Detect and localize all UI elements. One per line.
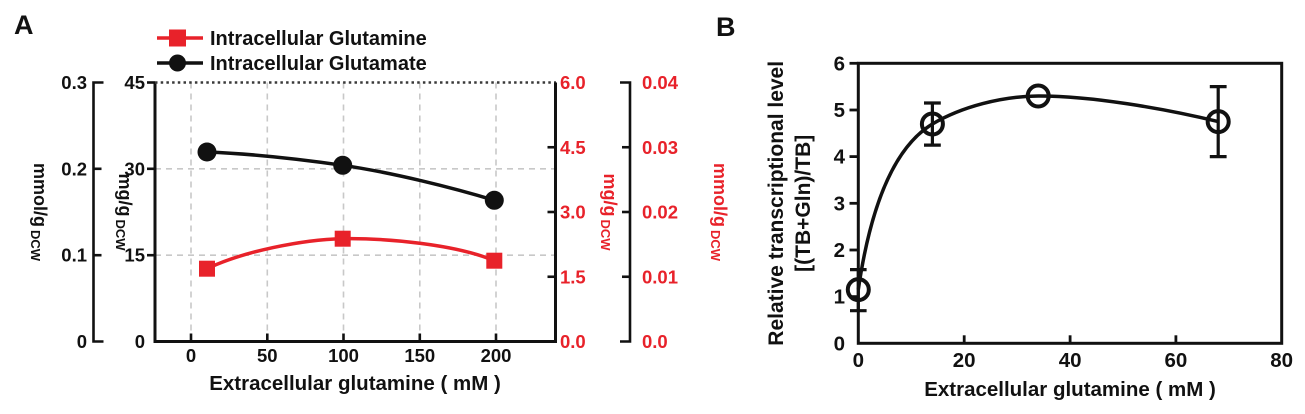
panel-a-axis-right-outer: 0.04 0.03 0.02 0.01 0.0 mmol/g DCW (620, 72, 730, 352)
axis-unit: mmol/g (710, 163, 730, 227)
axis-unit-sub: DCW (598, 219, 613, 251)
tick-label: 0.0 (642, 331, 668, 352)
tick-label: 20 (953, 349, 976, 372)
tick-label: 200 (481, 345, 512, 366)
tick-label: 0.03 (642, 137, 678, 158)
tick-label: 1.5 (560, 266, 586, 287)
panel-b-fit-curve (856, 94, 1219, 290)
series-intracellular-glutamine (199, 230, 503, 277)
tick-label: 50 (257, 345, 278, 366)
axis-unit-sub: DCW (708, 230, 723, 262)
legend-glutamine-square-icon (169, 29, 186, 47)
tick-label: 0.04 (642, 72, 679, 93)
tick-label: 4 (834, 146, 846, 169)
tick-label: 3 (834, 192, 845, 215)
tick-label: 3.0 (560, 202, 586, 223)
tick-label: 0 (77, 331, 87, 352)
panel-b-axis-bottom: 0 20 40 60 80 Extracellular glutamine ( … (853, 335, 1293, 401)
tick-label: 80 (1270, 349, 1293, 372)
tick-label: 60 (1164, 349, 1187, 372)
panel-b-error-bars (850, 84, 1227, 313)
tick-label: 0 (853, 349, 864, 372)
panel-a: A Intracellular Glutamine Intracellular … (14, 10, 730, 395)
tick-label: 2 (834, 239, 845, 262)
axis-right-outer-title: mmol/g DCW (708, 163, 730, 262)
axis-unit: mg/g (600, 173, 620, 216)
error-bar-0mM (850, 268, 867, 313)
tick-label: 0 (135, 331, 145, 352)
panel-a-axis-bottom: 0 50 100 150 200 Extracellular glutamine… (186, 333, 512, 395)
tick-label: 5 (834, 99, 845, 122)
panel-a-axis-right-inner: 6.0 4.5 3.0 1.5 0.0 mg/g DCW (547, 72, 620, 352)
glutamate-point-100mM (333, 155, 353, 175)
panel-b-y-axis-title-line1: Relative transcriptional level (765, 61, 788, 346)
data-point-34mM (1025, 83, 1051, 109)
legend-glutamate-label: Intracellular Glutamate (210, 53, 427, 75)
tick-label: 4.5 (560, 137, 586, 158)
panel-a-axis-left-outer: 0.3 0.2 0.1 0 mmol/g DCW (28, 72, 104, 352)
legend-glutamine-label: Intracellular Glutamine (210, 28, 427, 50)
axis-unit-sub: DCW (28, 230, 43, 262)
panel-b-label: B (716, 12, 736, 42)
glutamine-point-100mM (334, 230, 351, 247)
panel-a-legend: Intracellular Glutamine Intracellular Gl… (157, 28, 427, 75)
panel-a-gridlines (155, 82, 556, 342)
panel-b-y-axis-title-line2: [(TB+Gln)/TB] (792, 135, 815, 272)
tick-label: 0 (834, 332, 845, 355)
panel-a-label: A (14, 10, 34, 40)
panel-a-x-axis-title: Extracellular glutamine ( mM ) (209, 372, 501, 395)
tick-label: 150 (404, 345, 435, 366)
panel-b: B Relative transcriptional level [(TB+Gl… (716, 12, 1293, 401)
axis-left-inner-title: mg/g DCW (113, 173, 135, 251)
data-point-68mM (1205, 109, 1231, 135)
glutamine-point-10mM (199, 260, 215, 277)
tick-label: 1 (834, 286, 845, 309)
tick-label: 100 (328, 345, 359, 366)
tick-label: 0.3 (61, 72, 87, 93)
axis-unit-sub: DCW (113, 219, 128, 251)
tick-label: 0.02 (642, 202, 678, 223)
tick-label: 0.1 (61, 245, 87, 266)
tick-label: 30 (124, 158, 145, 179)
tick-label: 6 (834, 52, 845, 75)
panel-a-axis-left-inner: 45 30 15 0 mg/g DCW (113, 72, 157, 352)
tick-label: 15 (124, 245, 145, 266)
tick-label: 40 (1059, 349, 1082, 372)
glutamine-point-200mM (486, 252, 503, 269)
data-point-0mM (845, 277, 871, 303)
axis-unit: mg/g (115, 173, 135, 216)
tick-label: 6.0 (560, 72, 586, 93)
panel-b-x-axis-title: Extracellular glutamine ( mM ) (924, 378, 1216, 401)
error-bar-68mM (1209, 84, 1227, 159)
axis-unit: mmol/g (30, 163, 50, 227)
tick-label: 45 (124, 72, 145, 93)
data-point-14mM (919, 111, 945, 137)
tick-label: 0.2 (61, 158, 87, 179)
axis-right-inner-title: mg/g DCW (598, 173, 620, 251)
glutamate-point-10mM (197, 142, 217, 162)
tick-label: 0 (186, 345, 196, 366)
series-intracellular-glutamate (197, 142, 504, 210)
tick-label: 0.0 (560, 331, 586, 352)
tick-label: 0.01 (642, 266, 678, 287)
axis-left-outer-title: mmol/g DCW (28, 163, 50, 262)
axis-left-outer-bracket (92, 81, 104, 343)
legend-glutamate-circle-icon (169, 54, 186, 72)
panel-b-data-points (845, 83, 1231, 303)
glutamate-point-200mM (484, 190, 504, 210)
glutamate-curve (206, 150, 495, 202)
panel-b-axis-left: 6 5 4 3 2 1 0 (834, 52, 859, 355)
